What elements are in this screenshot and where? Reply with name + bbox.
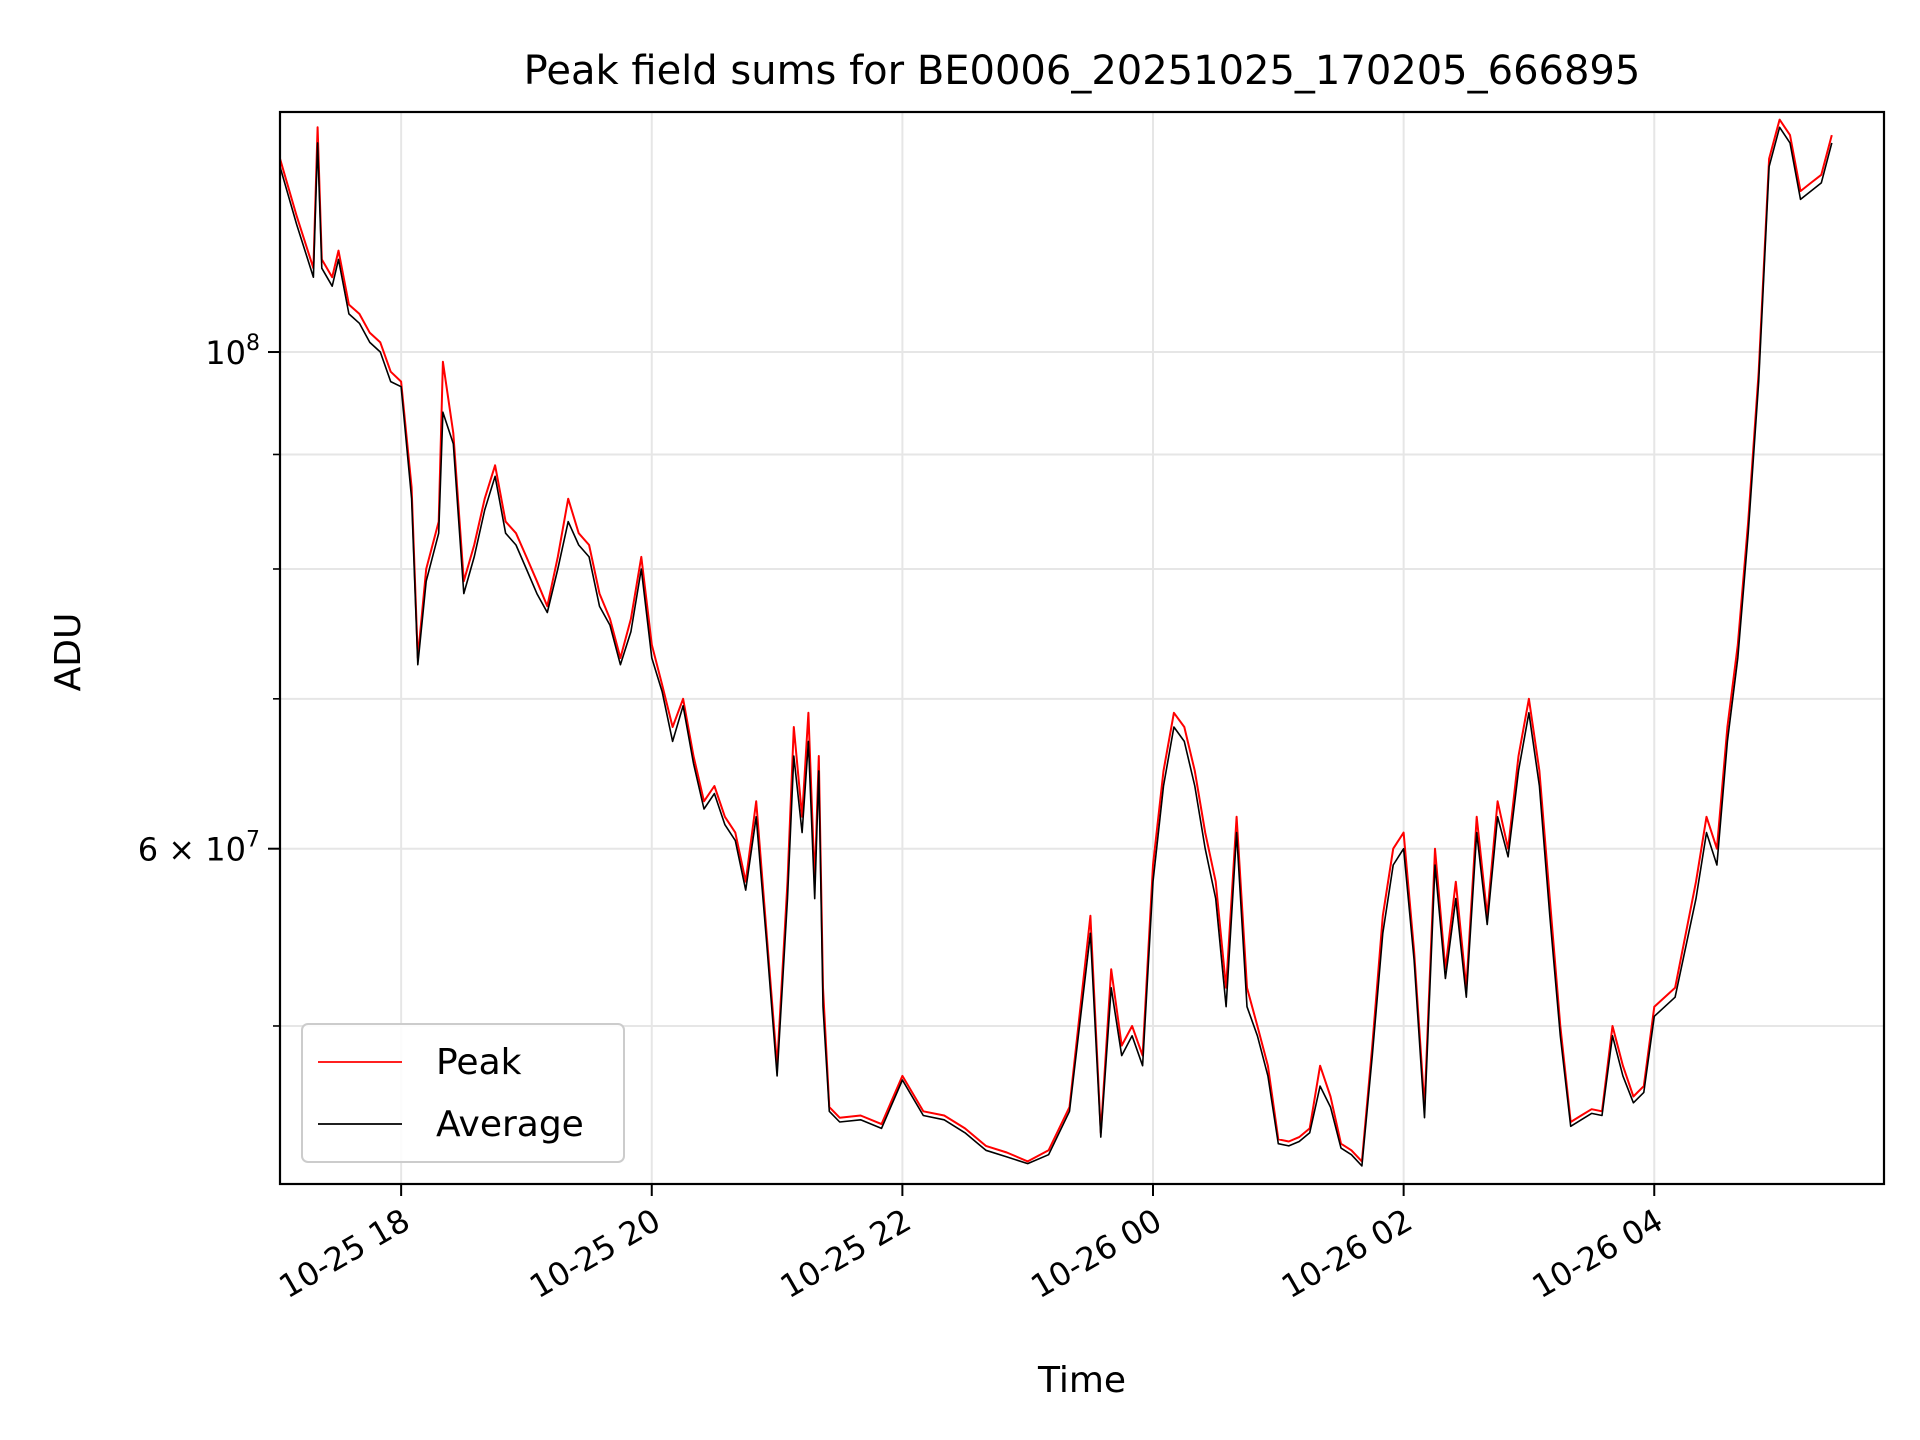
series-line-peak [279, 118, 1833, 1163]
x-tick-label: 10-25 22 [774, 1201, 918, 1306]
x-tick-label: 10-26 02 [1275, 1201, 1419, 1306]
x-tick-label: 10-26 04 [1526, 1201, 1670, 1306]
x-tick-label: 10-25 20 [523, 1201, 667, 1306]
y-tick-label: 108 [205, 331, 260, 372]
chart-title: Peak field sums for BE0006_20251025_1702… [524, 48, 1641, 94]
series-line-average [279, 126, 1833, 1167]
y-tick-label: 6 × 107 [138, 828, 260, 869]
x-axis-label: Time [1037, 1360, 1126, 1401]
legend: Peak Average [301, 1023, 625, 1163]
x-tick-label: 10-26 00 [1024, 1201, 1168, 1306]
y-axis-label: ADU [48, 613, 89, 692]
x-tick-label: 10-25 18 [273, 1201, 417, 1306]
legend-box [301, 1023, 625, 1163]
legend-label: Peak [436, 1042, 522, 1083]
grid [280, 112, 1884, 1184]
legend-label: Average [436, 1104, 584, 1145]
series-lines [279, 118, 1833, 1167]
plot-frame [278, 110, 1886, 1186]
